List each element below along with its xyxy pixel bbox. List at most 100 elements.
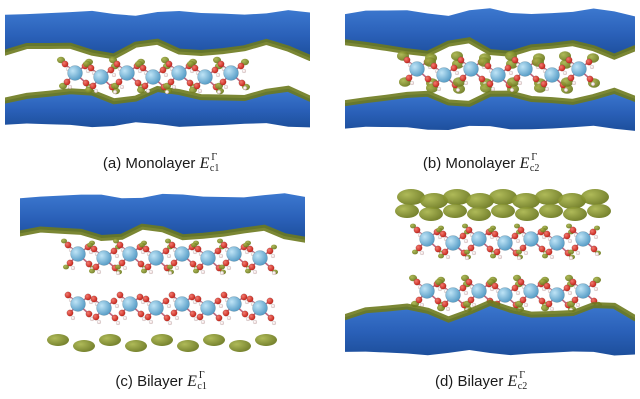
hydrogen-atom — [219, 270, 225, 276]
metal-atom — [497, 287, 513, 303]
hydrogen-atom — [271, 320, 277, 326]
metal-atom — [517, 61, 533, 77]
oxygen-lobe — [516, 249, 522, 255]
oxygen-atom — [248, 313, 256, 321]
hydrogen-atom — [167, 320, 173, 326]
bottom-lobe — [73, 340, 95, 352]
hydrogen-atom — [96, 319, 102, 325]
hydrogen-atom — [409, 80, 415, 86]
oxygen-atom — [430, 62, 438, 70]
hydrogen-atom — [215, 72, 221, 78]
oxygen-atom — [167, 78, 175, 86]
oxygen-atom — [586, 75, 594, 83]
top-lobe — [466, 193, 494, 209]
oxygen-atom — [66, 309, 74, 317]
hydrogen-atom — [571, 80, 577, 86]
oxygen-atom — [504, 64, 512, 72]
oxygen-atom — [565, 56, 573, 64]
oxygen-atom — [214, 297, 222, 305]
oxygen-atom — [162, 247, 170, 255]
oxygen-atom — [87, 64, 95, 72]
hydrogen-atom — [111, 72, 117, 78]
caption-c-system: Bilayer — [137, 373, 183, 390]
oxygen-atom — [413, 226, 421, 234]
oxygen-lobe — [243, 242, 249, 248]
oxygen-atom — [142, 245, 150, 253]
metal-atom — [252, 250, 268, 266]
oxygen-atom — [478, 75, 486, 83]
oxygen-atom — [163, 314, 171, 322]
bottom-isosurface-slab-olive-edge — [5, 85, 310, 105]
oxygen-atom — [266, 297, 274, 305]
hydrogen-atom — [271, 270, 277, 276]
oxygen-atom — [111, 314, 119, 322]
hydrogen-atom — [112, 89, 118, 95]
oxygen-lobe — [167, 264, 173, 270]
hydrogen-atom — [174, 315, 180, 321]
metal-atom — [96, 300, 112, 316]
hydrogen-atom — [167, 270, 173, 276]
bottom-lobe — [99, 334, 121, 346]
hydrogen-atom — [471, 250, 477, 256]
metal-atom — [122, 296, 138, 312]
bottom-lobe — [125, 340, 147, 352]
hydrogen-atom — [567, 238, 573, 244]
hydrogen-atom — [589, 64, 595, 70]
oxygen-atom — [189, 310, 197, 318]
oxygen-atom — [107, 66, 115, 74]
metal-atom — [445, 235, 461, 251]
oxygen-lobe — [113, 238, 119, 244]
hydrogen-atom — [197, 88, 203, 94]
oxygen-atom — [532, 75, 540, 83]
oxygen-atom — [590, 245, 598, 253]
oxygen-atom — [113, 60, 121, 68]
hydrogen-atom — [242, 85, 248, 91]
oxygen-atom — [543, 282, 551, 290]
oxygen-atom — [493, 248, 501, 256]
metal-atom — [93, 69, 109, 85]
hydrogen-atom — [594, 251, 600, 257]
metal-atom — [200, 250, 216, 266]
metal-atom — [490, 67, 506, 83]
oxygen-lobe — [464, 249, 470, 255]
oxygen-atom — [217, 60, 225, 68]
top-lobe — [512, 193, 540, 209]
oxygen-atom — [141, 82, 149, 90]
oxygen-atom — [82, 79, 90, 87]
oxygen-atom — [266, 247, 274, 255]
oxygen-atom — [415, 296, 423, 304]
oxygen-atom — [424, 75, 432, 83]
bottom-lobe — [203, 334, 225, 346]
hydrogen-atom — [114, 253, 120, 259]
hydrogen-atom — [517, 80, 523, 86]
oxygen-atom — [85, 260, 93, 268]
panel-c-isosurface-render — [20, 193, 305, 352]
panel-a — [5, 5, 310, 135]
metal-atom — [171, 65, 187, 81]
top-isosurface-slab-olive-edge — [20, 223, 305, 243]
top-lobe — [397, 189, 425, 205]
oxygen-atom — [450, 64, 458, 72]
panel-b — [345, 2, 635, 137]
oxygen-atom — [569, 278, 577, 286]
oxygen-lobe — [438, 253, 444, 259]
hydrogen-atom — [515, 238, 521, 244]
hydrogen-atom — [590, 81, 596, 87]
oxygen-lobe — [245, 268, 251, 274]
oxygen-lobe — [165, 238, 171, 244]
hydrogen-atom — [171, 84, 177, 90]
top-lobe — [563, 207, 587, 221]
oxygen-atom — [241, 310, 249, 318]
hydrogen-atom — [115, 270, 121, 276]
caption-d-symbol: E — [507, 373, 518, 390]
top-isosurface-slab — [345, 8, 635, 57]
bottom-lobe — [177, 340, 199, 352]
oxygen-lobe — [488, 227, 494, 233]
oxygen-atom — [484, 62, 492, 70]
hydrogen-atom — [70, 265, 76, 271]
hydrogen-atom — [568, 255, 574, 261]
top-isosurface-slab — [5, 10, 310, 58]
caption-b-symbol: E — [519, 155, 530, 172]
hydrogen-atom — [241, 68, 247, 74]
metal-atom — [445, 287, 461, 303]
